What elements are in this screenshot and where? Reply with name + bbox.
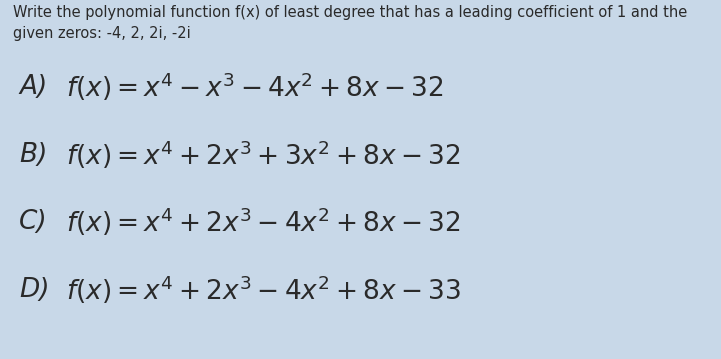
Text: $f(x)=x^4+2x^3-4x^2+8x-33$: $f(x)=x^4+2x^3-4x^2+8x-33$ [66,274,461,306]
Text: A): A) [19,74,48,100]
Text: $f(x)=x^4+2x^3-4x^2+8x-32$: $f(x)=x^4+2x^3-4x^2+8x-32$ [66,206,461,238]
Text: D): D) [19,277,50,303]
Text: Write the polynomial function f(x) of least degree that has a leading coefficien: Write the polynomial function f(x) of le… [13,5,687,41]
Text: C): C) [19,209,48,235]
Text: $f(x)=x^4+2x^3+3x^2+8x-32$: $f(x)=x^4+2x^3+3x^2+8x-32$ [66,138,461,171]
Text: B): B) [19,141,48,168]
Text: $f(x)=x^4-x^3-4x^2+8x-32$: $f(x)=x^4-x^3-4x^2+8x-32$ [66,71,444,103]
